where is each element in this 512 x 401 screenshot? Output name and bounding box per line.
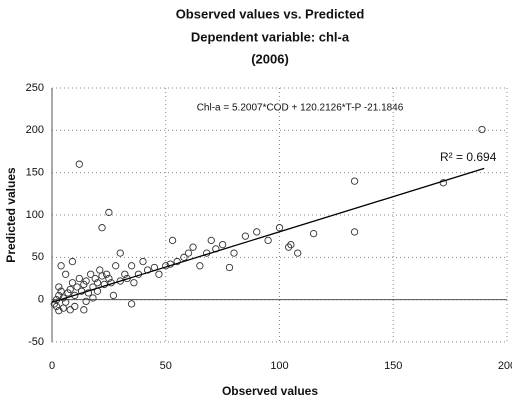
x-tick-label: 150 <box>384 360 402 372</box>
data-point <box>155 270 163 278</box>
data-point <box>75 160 83 168</box>
data-point <box>112 262 120 270</box>
data-point <box>75 274 83 283</box>
data-point <box>180 253 188 261</box>
data-point <box>57 287 65 295</box>
data-point <box>287 240 295 249</box>
data-point <box>57 262 65 270</box>
x-tick-label: 0 <box>49 360 55 372</box>
data-point <box>350 228 359 236</box>
y-tick-label: 150 <box>26 167 44 179</box>
data-point <box>294 249 302 257</box>
y-tick-label: 100 <box>26 209 44 221</box>
data-point <box>439 179 447 187</box>
data-point <box>96 266 104 274</box>
data-point <box>241 232 250 240</box>
data-point <box>116 277 124 285</box>
r-squared: R² = 0.694 <box>440 150 497 164</box>
data-point <box>284 243 293 251</box>
data-point <box>84 289 93 297</box>
x-axis-label: Observed values <box>222 384 318 398</box>
x-tick-label: 200 <box>498 360 512 372</box>
data-point <box>127 262 136 270</box>
data-point <box>184 249 193 257</box>
data-point <box>264 236 272 245</box>
data-point <box>168 236 177 245</box>
data-point <box>98 272 106 280</box>
data-point <box>80 306 88 314</box>
data-point <box>68 279 77 287</box>
y-tick-label: 250 <box>26 82 44 94</box>
x-tick-label: 50 <box>160 360 172 372</box>
y-axis-label: Predicted values <box>4 167 18 263</box>
data-point <box>62 270 70 278</box>
data-point <box>218 240 227 249</box>
y-tick-label: 200 <box>26 124 44 136</box>
data-point <box>109 291 118 300</box>
data-point <box>350 177 359 185</box>
equation: Chl-a = 5.2007*COD + 120.2126*T-P -21.18… <box>197 103 404 114</box>
trendline <box>51 167 485 303</box>
data-point <box>189 243 197 251</box>
data-point <box>105 208 113 217</box>
data-point <box>55 307 63 315</box>
data-point <box>253 228 261 236</box>
data-point <box>71 302 79 311</box>
data-point <box>73 283 81 291</box>
data-point <box>50 300 58 308</box>
y-tick-label: 50 <box>32 251 44 263</box>
chart-subtitle: Dependent variable: chl-a <box>191 29 350 44</box>
data-point <box>68 257 77 266</box>
data-point <box>102 270 111 278</box>
data-point <box>87 270 95 278</box>
data-point <box>309 229 318 238</box>
data-point <box>71 291 79 300</box>
data-point <box>52 302 61 311</box>
data-point <box>116 249 124 257</box>
x-tick-label: 100 <box>270 360 288 372</box>
chart-title: Observed values vs. Predicted <box>176 6 365 21</box>
data-point <box>89 294 97 302</box>
data-point <box>139 257 147 266</box>
data-point <box>275 224 284 232</box>
chart-year: (2006) <box>251 51 289 66</box>
data-point <box>196 262 204 270</box>
data-point <box>121 270 129 278</box>
data-point <box>105 274 113 283</box>
data-point <box>225 263 234 272</box>
data-point <box>91 274 99 283</box>
data-point <box>478 125 486 134</box>
data-point <box>93 279 102 287</box>
data-point <box>127 300 136 308</box>
data-point <box>77 287 86 295</box>
data-point <box>55 283 63 291</box>
data-point <box>98 224 106 232</box>
data-point <box>66 306 74 314</box>
data-point <box>82 277 90 285</box>
data-point <box>173 257 181 266</box>
y-tick-label: -50 <box>28 336 44 348</box>
data-point <box>82 297 90 306</box>
data-point <box>230 249 238 257</box>
data-point <box>207 236 215 245</box>
data-point <box>130 279 138 287</box>
data-point <box>66 285 74 294</box>
y-tick-label: 0 <box>38 294 44 306</box>
